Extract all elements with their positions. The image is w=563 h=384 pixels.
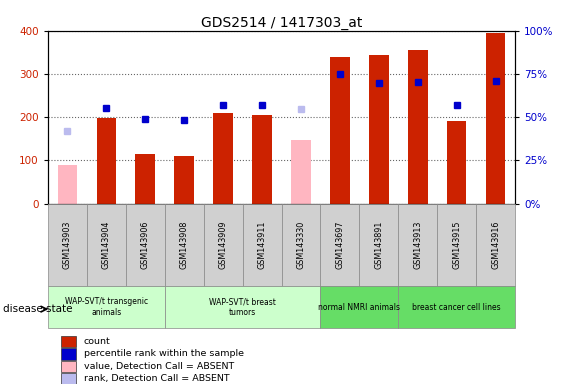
Text: percentile rank within the sample: percentile rank within the sample xyxy=(84,349,244,358)
Text: GSM143916: GSM143916 xyxy=(491,221,500,269)
Text: GSM143697: GSM143697 xyxy=(336,220,345,269)
Text: GSM143913: GSM143913 xyxy=(413,221,422,269)
Text: count: count xyxy=(84,337,110,346)
Text: GSM143911: GSM143911 xyxy=(257,221,266,269)
Text: value, Detection Call = ABSENT: value, Detection Call = ABSENT xyxy=(84,362,234,371)
Bar xyxy=(175,156,194,204)
Bar xyxy=(408,50,427,204)
Bar xyxy=(165,204,204,286)
Bar xyxy=(291,140,311,204)
Text: normal NMRI animals: normal NMRI animals xyxy=(319,303,400,312)
Text: WAP-SVT/t transgenic
animals: WAP-SVT/t transgenic animals xyxy=(65,298,148,317)
Bar xyxy=(204,204,243,286)
Bar xyxy=(252,115,272,204)
Bar xyxy=(282,204,320,286)
Bar xyxy=(447,121,467,204)
Text: WAP-SVT/t breast
tumors: WAP-SVT/t breast tumors xyxy=(209,298,276,317)
Text: GSM143915: GSM143915 xyxy=(452,220,461,269)
Text: GSM143904: GSM143904 xyxy=(102,221,111,269)
Bar xyxy=(330,56,350,204)
Bar xyxy=(399,286,515,328)
Bar xyxy=(48,286,165,328)
Bar xyxy=(61,361,77,372)
Bar xyxy=(399,204,437,286)
Bar xyxy=(96,118,116,204)
Bar xyxy=(57,165,77,204)
Bar xyxy=(87,204,126,286)
Text: rank, Detection Call = ABSENT: rank, Detection Call = ABSENT xyxy=(84,374,230,383)
Bar xyxy=(61,373,77,384)
Text: GSM143906: GSM143906 xyxy=(141,221,150,269)
Text: GSM143909: GSM143909 xyxy=(218,220,227,269)
Text: GSM143908: GSM143908 xyxy=(180,221,189,269)
Text: disease state: disease state xyxy=(3,304,72,314)
Bar xyxy=(320,204,359,286)
Bar xyxy=(437,204,476,286)
Bar xyxy=(476,204,515,286)
Bar xyxy=(61,348,77,360)
Bar xyxy=(213,113,233,204)
Text: GSM143903: GSM143903 xyxy=(63,221,72,269)
Bar xyxy=(243,204,282,286)
Bar xyxy=(126,204,165,286)
Text: breast cancer cell lines: breast cancer cell lines xyxy=(413,303,501,312)
Title: GDS2514 / 1417303_at: GDS2514 / 1417303_at xyxy=(201,16,362,30)
Text: GSM143330: GSM143330 xyxy=(297,221,306,269)
Bar xyxy=(320,286,399,328)
Bar xyxy=(136,154,155,204)
Bar xyxy=(61,336,77,347)
Bar xyxy=(165,286,320,328)
Bar xyxy=(369,55,388,204)
Bar xyxy=(359,204,399,286)
Text: GSM143891: GSM143891 xyxy=(374,221,383,269)
Bar xyxy=(48,204,87,286)
Bar xyxy=(486,33,506,204)
